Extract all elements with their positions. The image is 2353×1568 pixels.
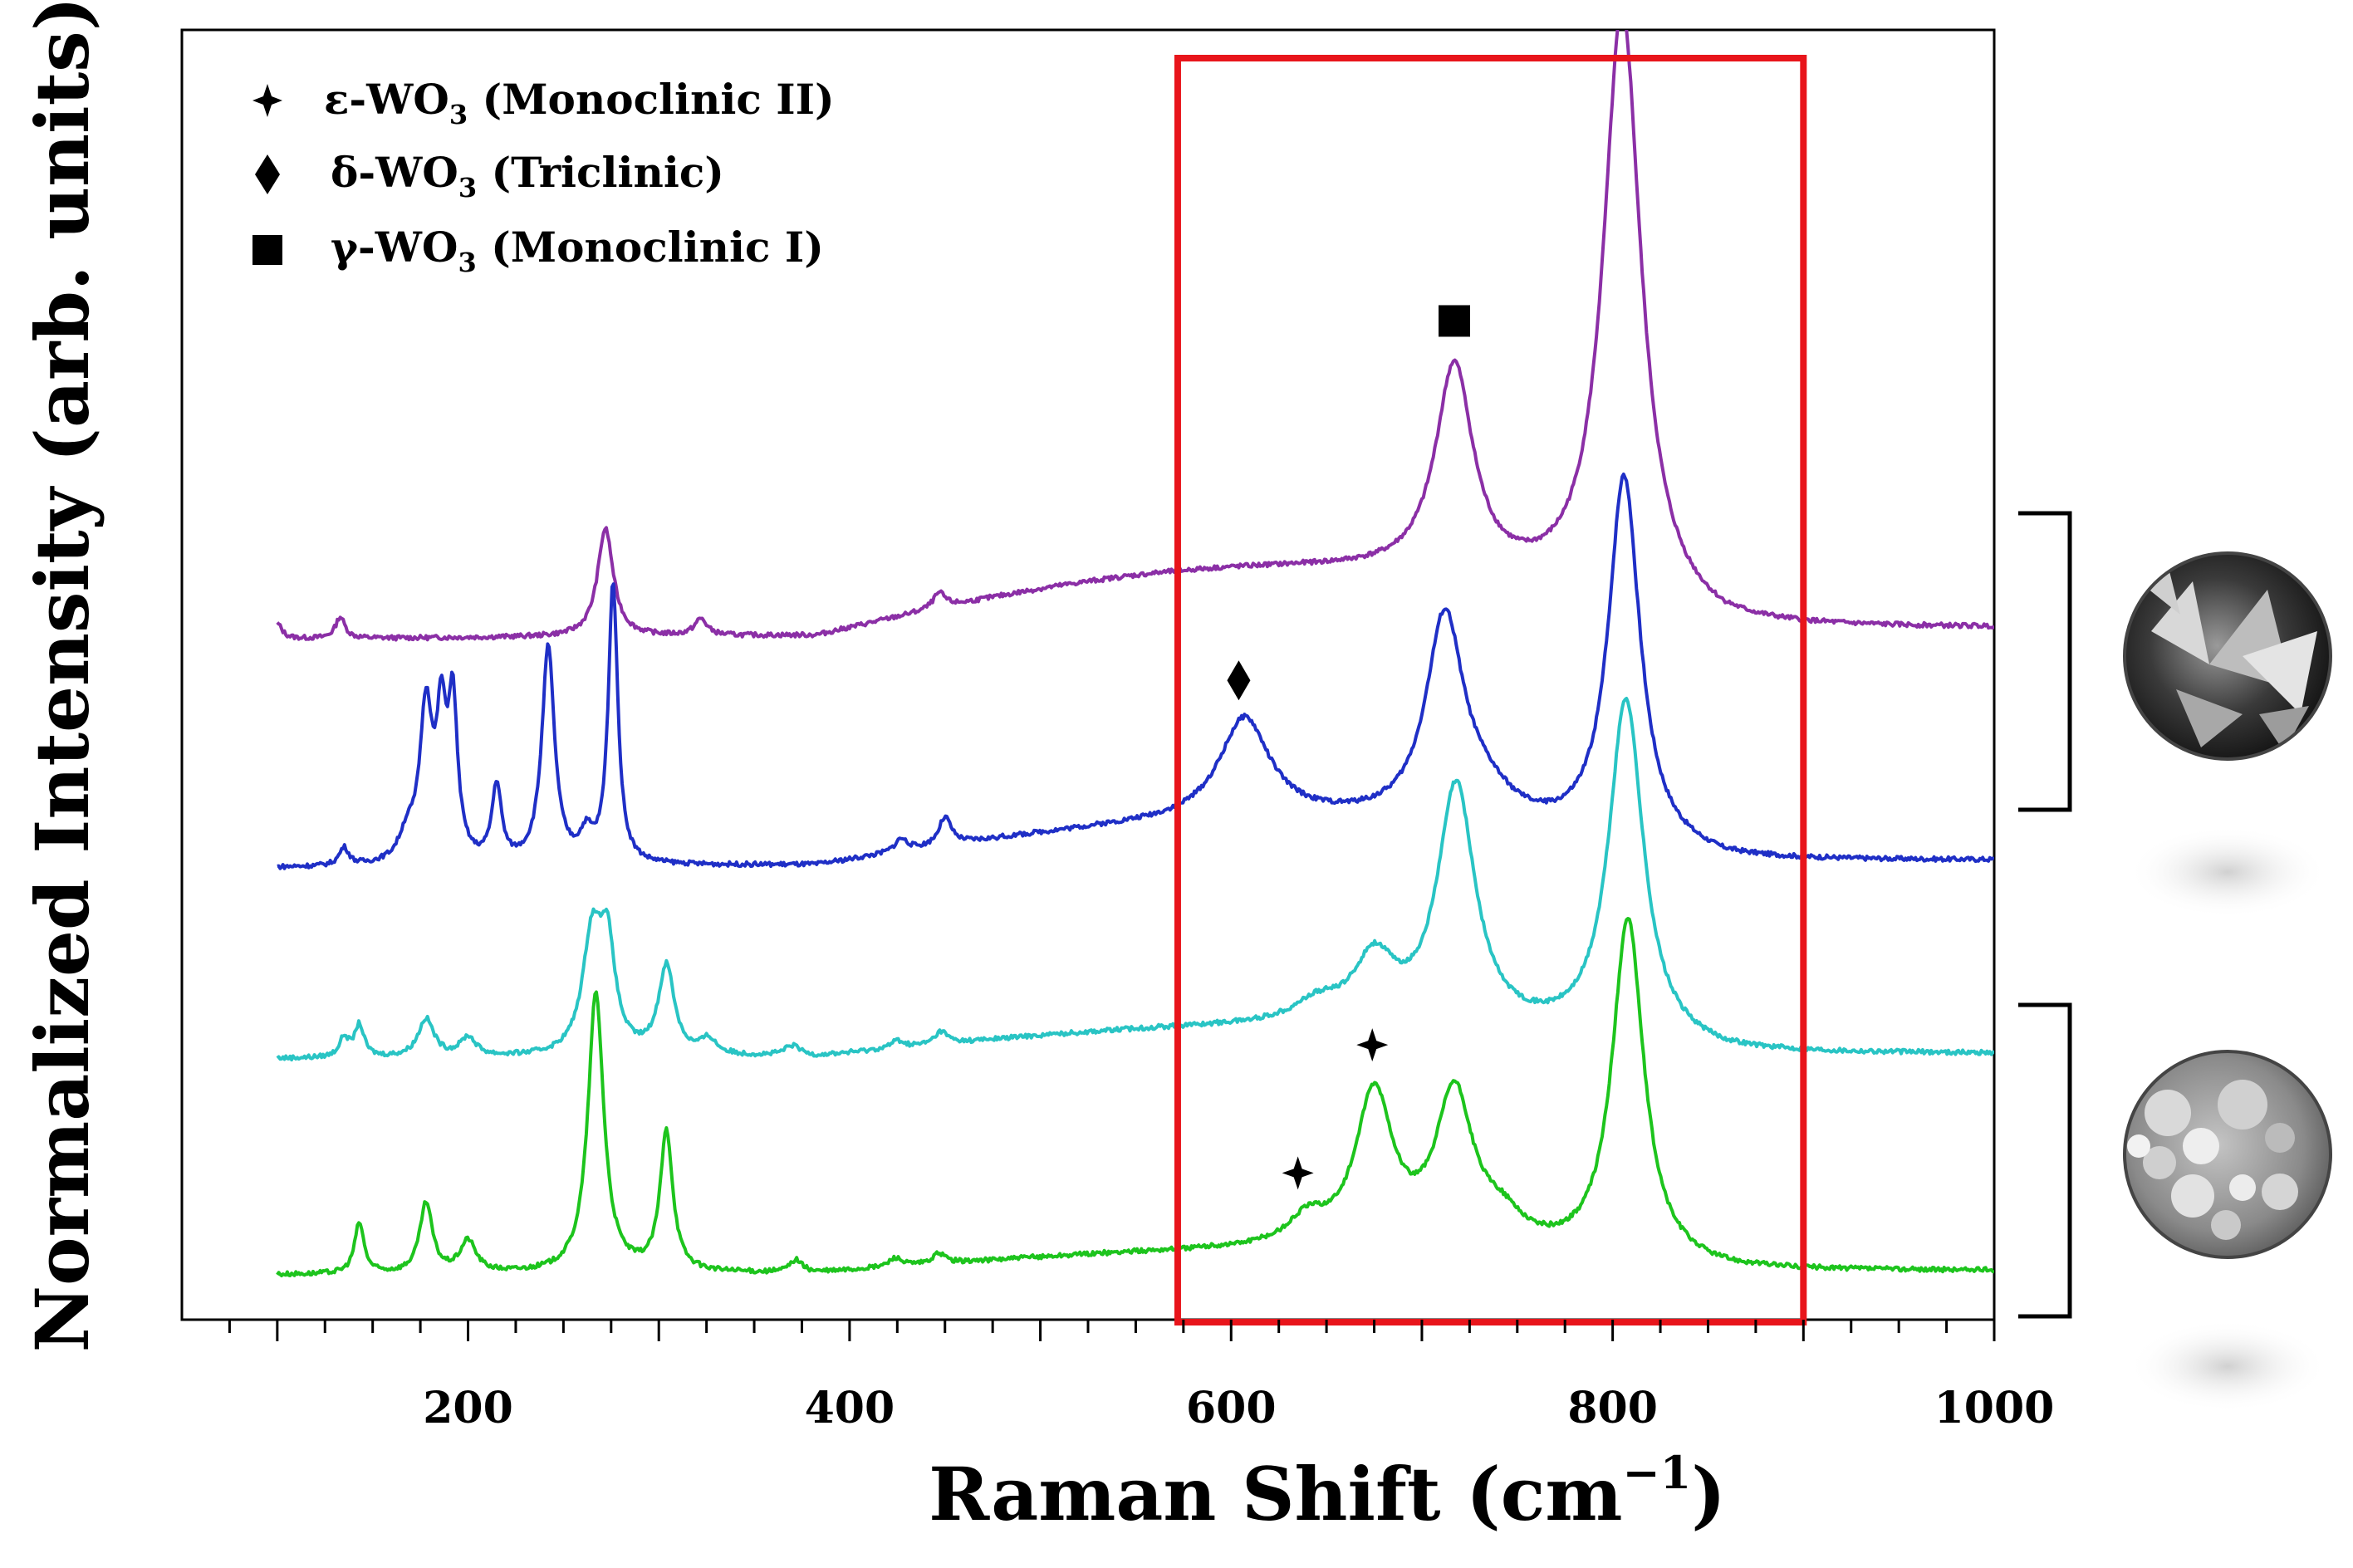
sem-upper-shadow xyxy=(2128,826,2327,918)
series-line-green xyxy=(276,917,1994,1277)
sem-lower-shadow xyxy=(2128,1321,2327,1412)
legend-diamond-marker xyxy=(255,154,280,194)
legend-square-marker xyxy=(252,235,282,265)
x-axis-title-close: ) xyxy=(1691,1451,1726,1537)
x-tick-label: 600 xyxy=(1186,1383,1277,1433)
legend-sub-delta: 3 xyxy=(458,172,477,203)
peak-markers xyxy=(1227,305,1470,1190)
peak-marker-diamond-2 xyxy=(1227,660,1251,701)
peak-marker-star-3 xyxy=(1356,1028,1389,1062)
series-line-blue xyxy=(277,473,1994,870)
peak-marker-square-1 xyxy=(1438,305,1470,337)
lower-group-bracket xyxy=(2018,1002,2072,1319)
legend-label-epsilon: ε-WO xyxy=(324,75,449,124)
legend-star-marker xyxy=(252,84,282,117)
legend-label-delta: δ-WO xyxy=(331,148,458,197)
legend-label-gamma: γ-WO xyxy=(331,223,458,272)
legend-sub-gamma: 3 xyxy=(458,247,476,278)
svg-text:δ-WO3 (Triclinic): δ-WO3 (Triclinic) xyxy=(331,148,724,203)
highlight-region-box xyxy=(1174,55,1807,1325)
legend-item-delta: δ-WO3 (Triclinic) xyxy=(255,148,724,203)
x-axis-title: Raman Shift (cm−1) xyxy=(929,1446,1726,1537)
x-axis-ticks: 200 400 600 800 1000 xyxy=(228,1320,2055,1433)
legend-item-epsilon: ε-WO3 (Monoclinic II) xyxy=(252,75,835,130)
series-group xyxy=(276,30,1994,1277)
legend-item-gamma: γ-WO3 (Monoclinic I) xyxy=(252,223,824,278)
sem-lower-image xyxy=(2123,1050,2332,1259)
x-tick-label: 800 xyxy=(1567,1383,1658,1433)
legend-sub-epsilon: 3 xyxy=(449,99,468,130)
peak-marker-star-4 xyxy=(1282,1156,1314,1190)
legend-suffix-epsilon: (Monoclinic II) xyxy=(468,75,835,124)
x-axis-title-sup: −1 xyxy=(1622,1446,1691,1499)
x-tick-label: 1000 xyxy=(1934,1383,2055,1433)
y-axis-title: Normalized Intensity (arb. units) xyxy=(19,0,105,1352)
series-line-purple xyxy=(276,30,1994,642)
svg-text:ε-WO3 (Monoclinic II): ε-WO3 (Monoclinic II) xyxy=(324,75,835,130)
legend: ε-WO3 (Monoclinic II) δ-WO3 (Triclinic) … xyxy=(252,75,835,278)
legend-suffix-gamma: (Monoclinic I) xyxy=(477,223,824,272)
x-axis-title-main: Raman Shift (cm xyxy=(929,1451,1622,1537)
sem-upper-image xyxy=(2123,551,2332,761)
svg-text:γ-WO3 (Monoclinic I): γ-WO3 (Monoclinic I) xyxy=(331,223,824,278)
x-tick-label: 200 xyxy=(423,1383,513,1433)
series-line-cyan xyxy=(276,697,1994,1062)
upper-group-bracket xyxy=(2018,511,2072,812)
x-tick-label: 400 xyxy=(805,1383,895,1433)
legend-suffix-delta: (Triclinic) xyxy=(477,148,724,197)
